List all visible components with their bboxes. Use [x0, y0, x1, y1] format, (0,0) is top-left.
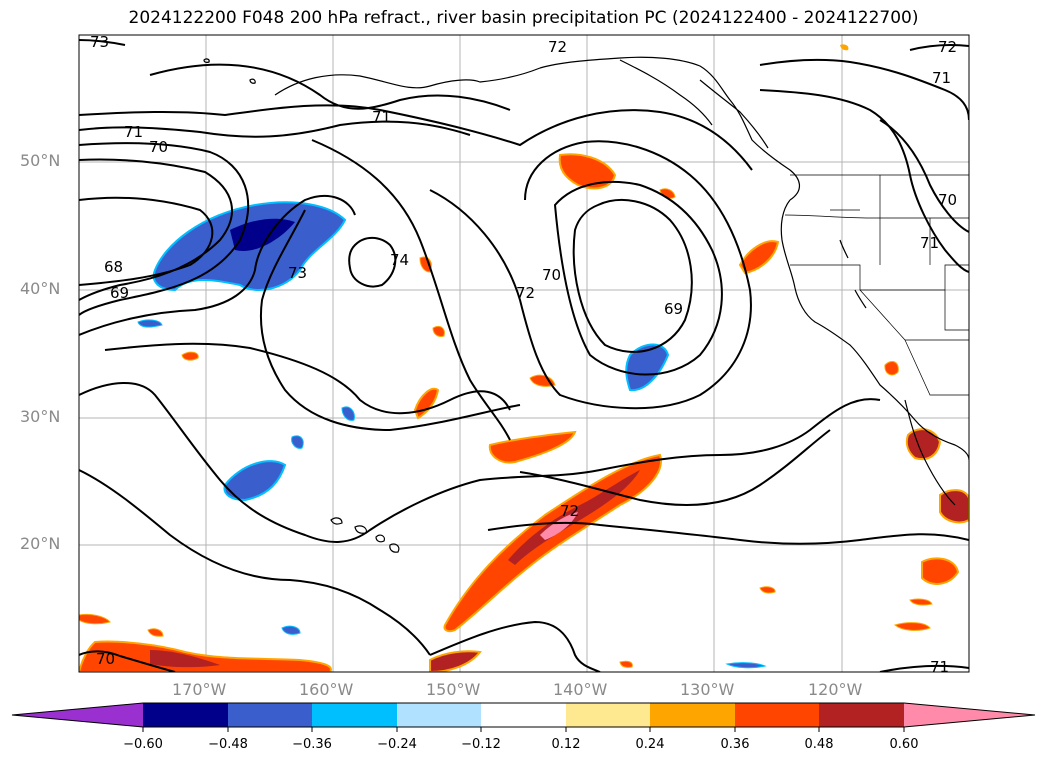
colorbar-tick-label: −0.12 — [461, 737, 501, 752]
colorbar-extend-low — [12, 703, 143, 727]
contour-label: 70 — [96, 650, 115, 668]
contour-label: 73 — [90, 33, 109, 51]
colorbar-segment — [397, 703, 481, 727]
colorbar-tick-label: 0.60 — [889, 737, 919, 752]
colorbar-tick-label: 0.24 — [635, 737, 665, 752]
colorbar-segment — [566, 703, 650, 727]
contour-label: 73 — [288, 264, 307, 282]
lon-label: 170°W — [172, 680, 227, 699]
contour-label: 70 — [938, 191, 957, 209]
contour-label: 72 — [516, 284, 535, 302]
contour-label: 72 — [938, 38, 957, 56]
colorbar-segment — [228, 703, 312, 727]
contour-label: 70 — [542, 266, 561, 284]
colorbar-extend-high — [904, 703, 1035, 727]
lon-label: 160°W — [299, 680, 354, 699]
map-title: 2024122200 F048 200 hPa refract., river … — [128, 8, 919, 28]
contour-label: 71 — [920, 234, 939, 252]
colorbar — [11, 702, 1036, 732]
lon-label: 130°W — [680, 680, 735, 699]
coastlines — [203, 56, 969, 553]
colorbar-tick-label: −0.36 — [292, 737, 332, 752]
lon-label: 140°W — [553, 680, 608, 699]
contour-label: 71 — [124, 123, 143, 141]
contour-label: 69 — [110, 284, 129, 302]
lon-label: 150°W — [426, 680, 481, 699]
colorbar-tick-label: −0.60 — [123, 737, 163, 752]
lat-label: 50°N — [20, 151, 61, 170]
contour-label: 70 — [149, 138, 168, 156]
contour-label-group: 73 72 71 71 70 68 69 74 73 72 70 69 72 7… — [90, 33, 957, 676]
contour-label: 69 — [664, 300, 683, 318]
map-panel — [79, 35, 969, 672]
lat-label: 40°N — [20, 279, 61, 298]
colorbar-tick-label: −0.24 — [377, 737, 417, 752]
lon-label: 120°W — [808, 680, 863, 699]
colorbar-segment — [819, 703, 904, 727]
colorbar-segment — [312, 703, 397, 727]
contour-label: 72 — [560, 502, 579, 520]
contour-label: 71 — [372, 108, 391, 126]
map-frame — [78, 34, 970, 673]
lat-label: 20°N — [20, 534, 61, 553]
colorbar-tick-label: 0.12 — [551, 737, 581, 752]
political-borders — [784, 174, 969, 396]
colorbar-segment — [143, 703, 228, 727]
colorbar-tick-label: 0.36 — [720, 737, 750, 752]
precip-positive-areas — [79, 44, 969, 672]
contour-label: 72 — [548, 38, 567, 56]
colorbar-segment — [650, 703, 735, 727]
contour-label: 74 — [390, 251, 409, 269]
contour-label: 71 — [932, 69, 951, 87]
colorbar-tick-label: −0.48 — [208, 737, 248, 752]
colorbar-segment — [481, 703, 566, 727]
contour-label: 71 — [930, 658, 949, 676]
lat-label: 30°N — [20, 407, 61, 426]
colorbar-tick-label: 0.48 — [804, 737, 834, 752]
refractivity-contours — [79, 39, 969, 672]
contour-label: 68 — [104, 258, 123, 276]
colorbar-segment — [735, 703, 819, 727]
